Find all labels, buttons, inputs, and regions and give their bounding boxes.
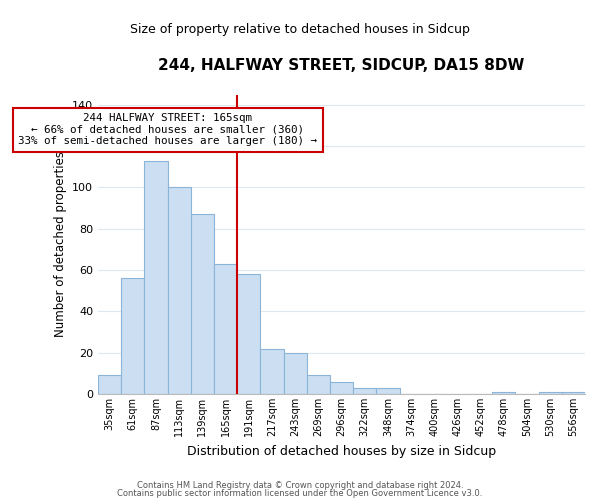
Text: 244 HALFWAY STREET: 165sqm
← 66% of detached houses are smaller (360)
33% of sem: 244 HALFWAY STREET: 165sqm ← 66% of deta… — [18, 113, 317, 146]
Bar — [284, 352, 307, 394]
Bar — [191, 214, 214, 394]
X-axis label: Distribution of detached houses by size in Sidcup: Distribution of detached houses by size … — [187, 444, 496, 458]
Bar — [330, 382, 353, 394]
Bar — [539, 392, 562, 394]
Bar — [121, 278, 145, 394]
Bar — [98, 376, 121, 394]
Bar — [237, 274, 260, 394]
Bar — [562, 392, 585, 394]
Text: Contains HM Land Registry data © Crown copyright and database right 2024.: Contains HM Land Registry data © Crown c… — [137, 481, 463, 490]
Bar — [307, 376, 330, 394]
Y-axis label: Number of detached properties: Number of detached properties — [53, 152, 67, 338]
Bar — [145, 160, 167, 394]
Title: 244, HALFWAY STREET, SIDCUP, DA15 8DW: 244, HALFWAY STREET, SIDCUP, DA15 8DW — [158, 58, 525, 72]
Bar — [214, 264, 237, 394]
Bar — [260, 348, 284, 394]
Bar — [492, 392, 515, 394]
Bar — [167, 188, 191, 394]
Bar — [376, 388, 400, 394]
Text: Contains public sector information licensed under the Open Government Licence v3: Contains public sector information licen… — [118, 488, 482, 498]
Bar — [353, 388, 376, 394]
Text: Size of property relative to detached houses in Sidcup: Size of property relative to detached ho… — [130, 22, 470, 36]
